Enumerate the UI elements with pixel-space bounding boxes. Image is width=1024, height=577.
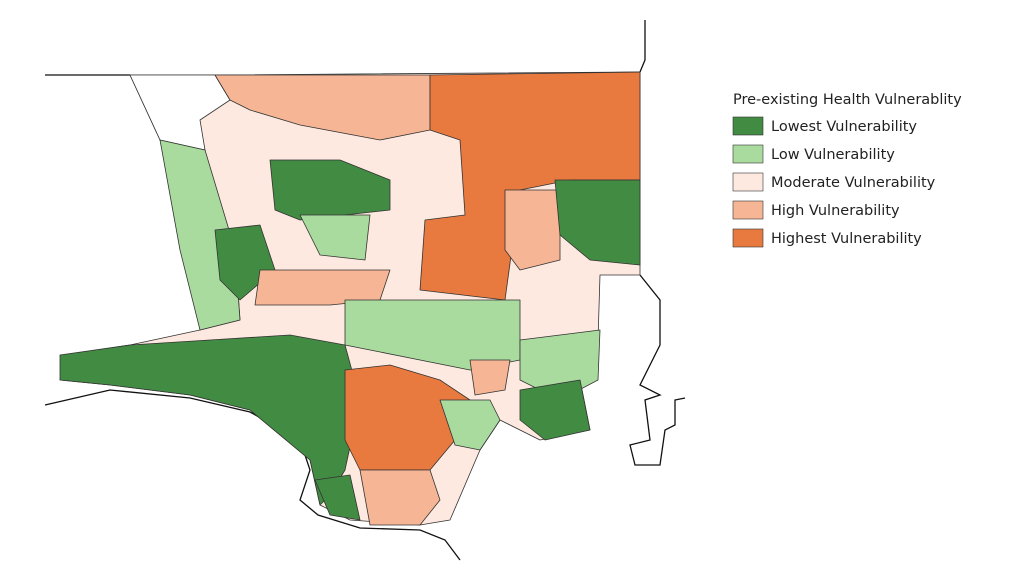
region [419, 71, 641, 301]
legend-swatch [732, 172, 764, 192]
boundary [639, 20, 646, 73]
region [439, 399, 501, 451]
region [359, 469, 441, 526]
legend-swatch [732, 228, 764, 248]
region [159, 139, 241, 331]
coastline [44, 389, 461, 561]
region [554, 179, 641, 266]
legend-label: Highest Vulnerability [771, 231, 922, 247]
legend-title: Pre-existing Health Vulnerablity [733, 92, 962, 108]
legend-label: Lowest Vulnerability [771, 119, 917, 135]
region [59, 334, 361, 506]
legend-swatch [732, 116, 764, 136]
legend-label: Moderate Vulnerability [771, 175, 936, 191]
legend-label: High Vulnerability [771, 203, 900, 219]
legend-swatch [732, 144, 764, 164]
map [44, 20, 686, 561]
region [519, 379, 591, 441]
region [469, 359, 511, 396]
legend-label: Low Vulnerability [771, 147, 895, 163]
boundary [629, 274, 686, 466]
region [314, 474, 361, 521]
region [299, 214, 371, 261]
region [504, 189, 561, 271]
region [269, 159, 391, 221]
legend-swatch [732, 200, 764, 220]
region [344, 364, 471, 471]
legend: Pre-existing Health Vulnerablity Lowest … [732, 92, 962, 248]
